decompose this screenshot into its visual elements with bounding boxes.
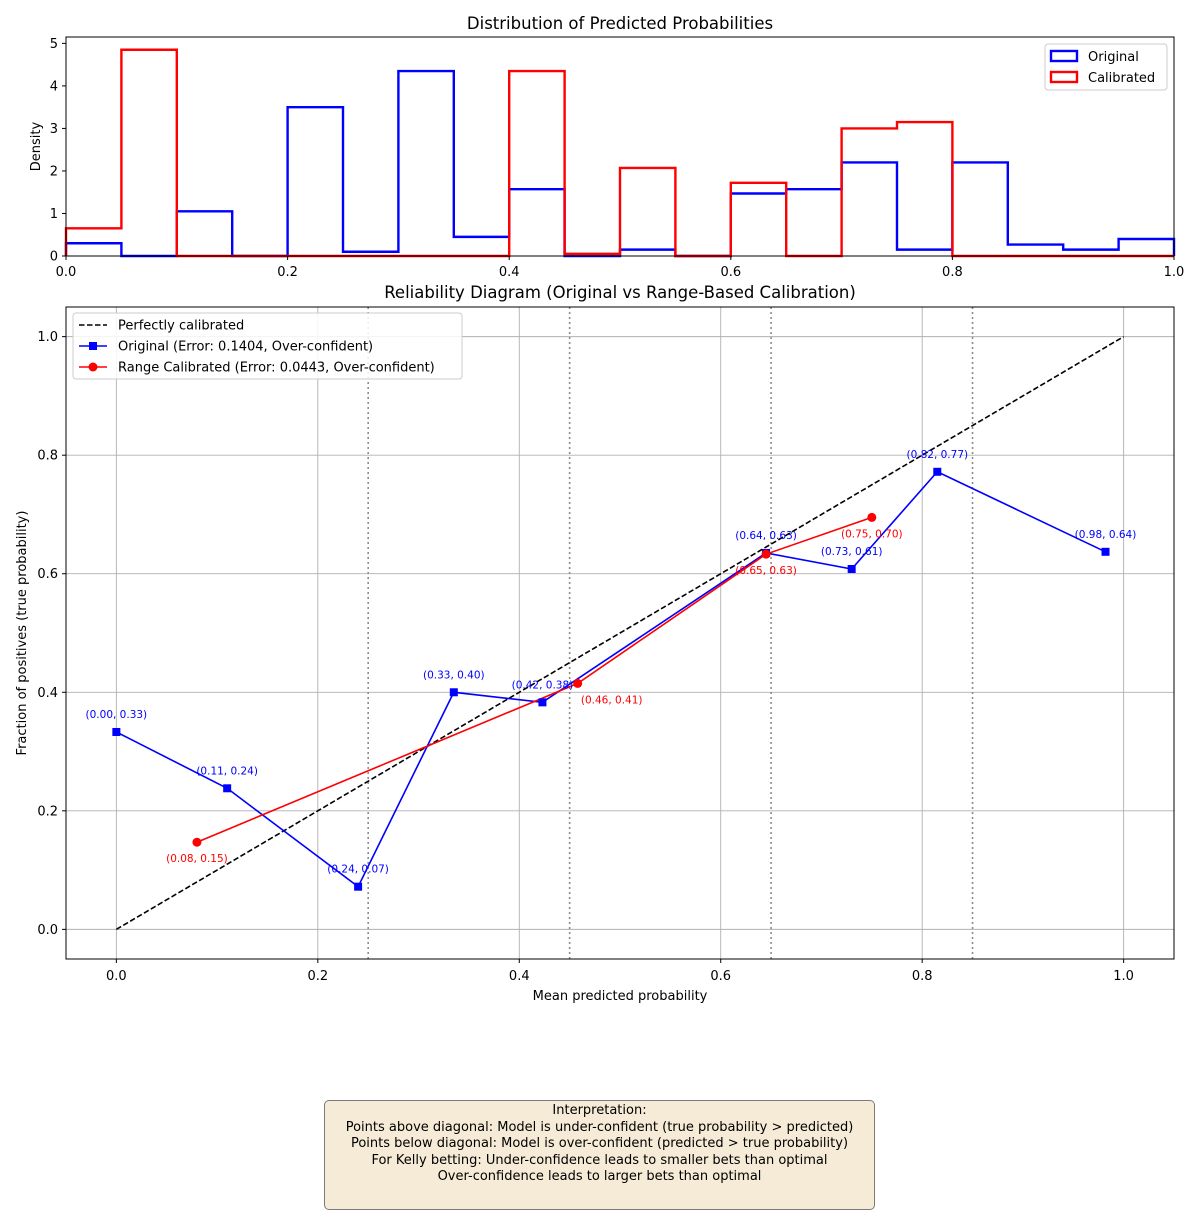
rel-xtick-label: 0.4	[509, 969, 530, 984]
rel-legend-label: Original (Error: 0.1404, Over-confident)	[118, 340, 373, 355]
hist-legend-label: Original	[1088, 50, 1139, 65]
hist-ytick-label: 4	[50, 79, 58, 94]
hist-ytick-label: 1	[50, 207, 58, 222]
rel-point-original	[1101, 547, 1110, 556]
hist-legend	[1044, 43, 1168, 91]
hist-legend-swatch	[1049, 70, 1079, 84]
rel-point-calibrated	[573, 678, 583, 688]
rel-ytick-label: 0.6	[37, 567, 58, 582]
rel-xtick-label: 1.0	[1113, 969, 1134, 984]
rel-title: Reliability Diagram (Original vs Range-B…	[384, 283, 856, 302]
rel-point-original	[449, 688, 458, 697]
rel-point-label: (0.65, 0.63)	[735, 565, 797, 577]
hist-ytick-label: 2	[50, 164, 58, 179]
interpretation-box: Interpretation: Points above diagonal: M…	[324, 1100, 875, 1210]
rel-legend	[72, 312, 463, 380]
hist-ylabel: Density	[29, 121, 44, 171]
reliability-chart: Reliability Diagram (Original vs Range-B…	[15, 283, 1175, 1004]
rel-ytick-label: 0.2	[37, 804, 58, 819]
rel-ytick-label: 1.0	[37, 330, 58, 345]
rel-point-original	[933, 467, 942, 476]
rel-legend-label: Range Calibrated (Error: 0.0443, Over-co…	[118, 361, 435, 376]
rel-point-calibrated	[761, 549, 771, 559]
rel-series-line	[116, 470, 1106, 888]
rel-point-label: (0.42, 0.38)	[512, 679, 574, 691]
rel-xlabel: Mean predicted probability	[533, 989, 708, 1004]
interpretation-line: Interpretation:	[552, 1103, 647, 1118]
hist-ytick-label: 0	[50, 250, 58, 265]
rel-point-label: (0.75, 0.70)	[841, 528, 903, 540]
rel-point-label: (0.00, 0.33)	[86, 709, 148, 721]
rel-point-label: (0.11, 0.24)	[196, 765, 258, 777]
hist-xtick-label: 0.2	[277, 265, 298, 280]
rel-xtick-label: 0.2	[307, 969, 328, 984]
rel-point-original	[354, 882, 363, 891]
rel-legend-marker	[89, 342, 97, 350]
rel-point-calibrated	[867, 512, 877, 522]
rel-point-label: (0.46, 0.41)	[581, 694, 643, 706]
rel-point-label: (0.24, 0.07)	[327, 864, 389, 876]
rel-xtick-label: 0.8	[912, 969, 933, 984]
rel-ytick-label: 0.0	[37, 923, 58, 938]
hist-xtick-label: 0.0	[56, 265, 77, 280]
rel-point-label: (0.98, 0.64)	[1075, 529, 1137, 541]
hist-legend-label: Calibrated	[1088, 71, 1155, 86]
interpretation-line: Points above diagonal: Model is under-co…	[345, 1119, 854, 1135]
rel-xtick-label: 0.0	[106, 969, 127, 984]
rel-legend-label: Perfectly calibrated	[118, 319, 244, 334]
rel-ytick-label: 0.4	[37, 686, 58, 701]
rel-xtick-label: 0.6	[710, 969, 731, 984]
histogram-chart: Distribution of Predicted Probabilities D…	[29, 14, 1184, 280]
rel-legend-marker	[88, 362, 98, 372]
rel-point-label: (0.82, 0.77)	[906, 449, 968, 461]
interpretation-line: Over-confidence leads to larger bets tha…	[437, 1169, 762, 1185]
rel-point-original	[223, 784, 232, 793]
rel-point-label: (0.33, 0.40)	[423, 669, 485, 681]
hist-xtick-label: 0.6	[720, 265, 741, 280]
rel-ylabel: Fraction of positives (true probability)	[15, 511, 30, 756]
rel-frame	[65, 306, 1175, 960]
hist-xtick-label: 0.8	[942, 265, 963, 280]
rel-series-line	[196, 516, 873, 843]
hist-legend-swatch	[1049, 49, 1079, 63]
rel-point-original	[847, 564, 856, 573]
hist-frame	[65, 36, 1175, 257]
rel-point-label: (0.64, 0.63)	[735, 530, 797, 542]
rel-point-original	[112, 727, 121, 736]
hist-ytick-label: 3	[50, 122, 58, 137]
hist-ytick-label: 5	[50, 37, 58, 52]
interpretation-line: For Kelly betting: Under-confidence lead…	[371, 1152, 828, 1168]
rel-point-original	[538, 698, 547, 707]
rel-ytick-label: 0.8	[37, 449, 58, 464]
hist-xtick-label: 0.4	[499, 265, 520, 280]
interpretation-line: Points below diagonal: Model is over-con…	[350, 1136, 849, 1152]
hist-title: Distribution of Predicted Probabilities	[467, 14, 773, 33]
rel-point-calibrated	[192, 837, 202, 847]
rel-point-label: (0.73, 0.61)	[821, 546, 883, 558]
rel-point-label: (0.08, 0.15)	[166, 853, 228, 865]
hist-xtick-label: 1.0	[1164, 265, 1185, 280]
